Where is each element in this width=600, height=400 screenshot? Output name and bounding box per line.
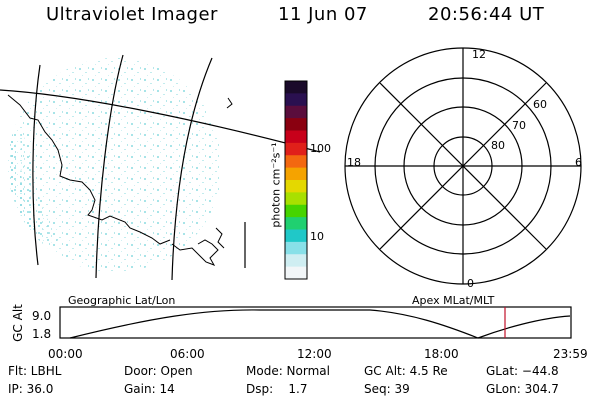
colorbar — [284, 80, 308, 280]
mlt-label-6: 6 — [575, 156, 582, 169]
colorbar-tick-10: 10 — [310, 230, 324, 243]
colorbar-swatch — [285, 155, 307, 169]
colorbar-swatch — [285, 204, 307, 218]
info-glon: GLon: 304.7 — [486, 382, 559, 396]
apex-caption: Apex MLat/MLT — [412, 294, 495, 307]
colorbar-tick-100: 100 — [310, 142, 331, 155]
timeline-ytick-9: 9.0 — [32, 309, 52, 323]
coastline — [7, 94, 233, 266]
date-label: 11 Jun 07 — [278, 4, 368, 25]
timeline-frame — [59, 306, 572, 339]
mlt-label-12: 12 — [472, 48, 486, 61]
info-gain: Gain: 14 — [124, 382, 175, 396]
info-glat: GLat: −44.8 — [486, 364, 559, 378]
colorbar-swatch — [285, 105, 307, 119]
colorbar-swatch — [285, 254, 307, 268]
geographic-caption: Geographic Lat/Lon — [68, 294, 176, 307]
map-grid-lines — [0, 54, 321, 281]
info-ip: IP: 36.0 — [8, 382, 54, 396]
timeline-ylabel: GC Alt — [11, 304, 25, 342]
timeline-xtick-1200: 12:00 — [297, 347, 332, 361]
mlt-label-0: 0 — [467, 277, 474, 290]
colorbar-swatch — [285, 192, 307, 206]
time-label: 20:56:44 UT — [428, 4, 545, 25]
timeline-ytick-1-8: 1.8 — [32, 327, 52, 341]
info-door: Door: Open — [124, 364, 193, 378]
instrument-title: Ultraviolet Imager — [46, 4, 218, 25]
info-mode: Mode: Normal — [246, 364, 330, 378]
polar-diagonal-2 — [379, 82, 547, 250]
info-filter: Flt: LBHL — [8, 364, 62, 378]
colorbar-swatch — [285, 217, 307, 230]
timeline-xtick-0000: 00:00 — [48, 347, 83, 361]
info-dsp: Dsp: 1.7 — [246, 382, 308, 396]
colorbar-swatch — [285, 130, 307, 144]
colorbar-frame — [284, 80, 308, 280]
colorbar-swatch — [285, 142, 307, 156]
mlat-label-70: 70 — [512, 119, 526, 132]
colorbar-swatch — [285, 93, 307, 107]
altitude-curve — [69, 309, 571, 339]
colorbar-swatch — [285, 241, 307, 255]
colorbar-swatch — [285, 118, 307, 131]
colorbar-swatch — [285, 229, 307, 243]
colorbar-swatch — [285, 81, 307, 94]
mlat-label-80: 80 — [491, 139, 505, 152]
mlt-label-18: 18 — [347, 156, 361, 169]
mlat-label-60: 60 — [533, 98, 547, 111]
timeline-xtick-1800: 18:00 — [424, 347, 459, 361]
timeline-xtick-0600: 06:00 — [170, 347, 205, 361]
info-seq: Seq: 39 — [364, 382, 410, 396]
colorbar-swatch — [285, 167, 307, 181]
timeline-xtick-2359: 23:59 — [553, 347, 588, 361]
colorbar-swatch — [285, 266, 307, 280]
info-gc-alt: GC Alt: 4.5 Re — [364, 364, 448, 378]
colorbar-swatch — [285, 180, 307, 193]
